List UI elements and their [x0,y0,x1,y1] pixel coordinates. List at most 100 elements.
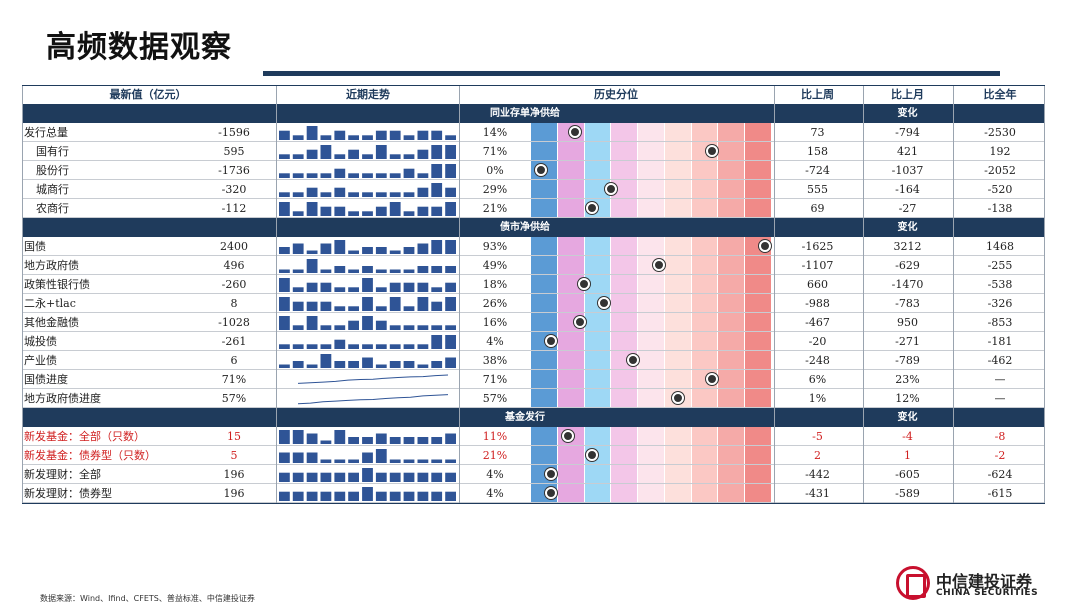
percentile-strip [531,256,773,275]
spark-bar [417,325,429,330]
change-yoy: -538 [987,278,1013,291]
percentile-segment [611,237,639,256]
spark-bar [375,145,387,159]
change-wow: 69 [810,202,825,215]
spark-bar [320,491,332,501]
spark-bar [279,491,290,501]
spark-bar [348,491,359,501]
row-divider [22,198,1045,199]
spark-bar [362,344,373,349]
percentile-segment [638,446,665,465]
spark-bar [334,287,346,292]
data-source-footer: 数据来源：Wind、Ifind、CFETS、普益标准、中信建投证券 [40,594,255,603]
spark-bar [375,247,387,254]
trend-sparkline [279,354,456,368]
spark-bar [306,126,318,140]
spark-bar [348,344,359,349]
spark-bar [445,472,456,482]
percentile-segment [691,465,719,484]
percentile-segment [691,427,719,446]
percentile-segment [531,142,558,161]
column-divider [1044,85,1045,503]
logo-emblem-icon [896,566,930,600]
spark-bar [417,173,429,178]
percentile-value: 49% [482,259,508,272]
change-yoy: -2 [994,449,1006,462]
spark-bar [375,433,387,444]
spark-bar [306,433,318,444]
change-wow: -20 [808,335,827,348]
trend-sparkline [279,335,456,349]
spark-bar [403,472,415,482]
spark-bar [375,320,387,330]
table-row: 新发理财：债券型 196 4% -431 -589 -615 [22,484,1045,503]
spark-bar [445,297,456,311]
spark-bar [445,135,456,140]
percentile-strip [531,123,773,142]
percentile-segment [745,389,773,408]
percentile-segment [691,199,719,218]
section-title: 同业存单净供给 [490,108,560,119]
row-label: 新发理财：全部 [24,468,101,481]
spark-bar [375,364,387,368]
trend-sparkline [297,374,449,384]
percentile-segment [664,199,692,218]
spark-bar [279,192,290,197]
change-wow: 1% [808,392,827,405]
spark-bar [403,154,415,159]
change-yoy: -853 [987,316,1013,329]
spark-bar [417,459,429,463]
percentile-segment [691,275,719,294]
percentile-marker-icon [706,373,719,385]
percentile-segment [638,294,665,313]
spark-bar [348,173,359,178]
percentile-segment [611,275,639,294]
spark-bar [362,211,373,216]
spark-bar [306,452,318,463]
spark-bar [403,247,415,254]
percentile-segment [638,370,665,389]
table-row: 国有行 595 71% 158 421 192 [22,142,1045,161]
percentile-value: 11% [482,430,508,443]
spark-bar [375,344,387,349]
row-divider [22,369,1045,370]
percentile-segment [531,275,558,294]
spark-bar [445,145,456,159]
percentile-segment [718,465,746,484]
latest-value: 2400 [220,240,248,253]
change-wow: -442 [805,468,830,481]
spark-bar [403,325,415,330]
spark-bar [362,297,373,311]
row-divider [22,331,1045,332]
percentile-segment [584,123,612,142]
change-yoy: — [994,392,1006,405]
spark-bar [431,206,443,216]
spark-bar [306,259,318,273]
percentile-segment [718,484,746,503]
spark-bar [417,491,429,501]
spark-bar [403,282,415,292]
percentile-segment [557,332,585,351]
spark-bar [445,266,456,273]
percentile-value: 0% [486,164,504,177]
percentile-segment [584,332,612,351]
row-divider [22,350,1045,351]
column-divider [22,85,23,503]
percentile-value: 26% [482,297,508,310]
spark-bar [389,297,401,311]
spark-bar [306,472,318,482]
percentile-segment [557,199,585,218]
percentile-segment [664,237,692,256]
trend-sparkline [279,278,456,292]
spark-bar [279,247,290,254]
spark-bar [279,452,290,463]
percentile-segment [584,275,612,294]
spark-line [297,394,449,405]
change-mom: 12% [895,392,920,405]
spark-bar [292,430,304,444]
percentile-segment [745,294,773,313]
spark-bar [445,459,456,463]
spark-bar [292,269,304,273]
trend-sparkline [279,468,456,482]
spark-bar [320,135,332,140]
